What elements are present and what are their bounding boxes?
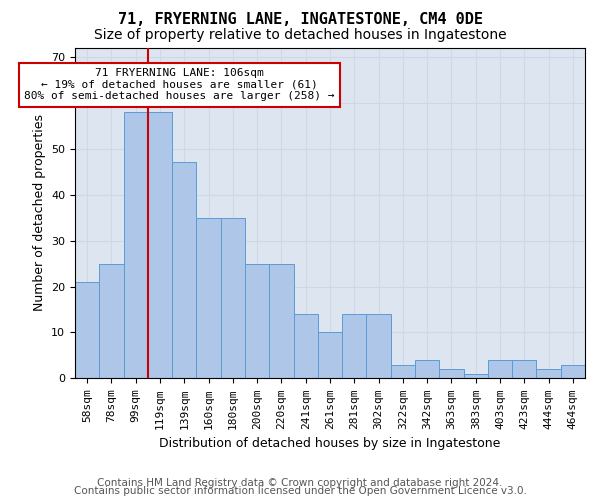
Bar: [561, 364, 585, 378]
Bar: [269, 264, 293, 378]
Bar: [148, 112, 172, 378]
Bar: [367, 314, 391, 378]
Bar: [464, 374, 488, 378]
X-axis label: Distribution of detached houses by size in Ingatestone: Distribution of detached houses by size …: [160, 437, 501, 450]
Bar: [536, 370, 561, 378]
Bar: [196, 218, 221, 378]
Bar: [439, 370, 464, 378]
Text: 71, FRYERNING LANE, INGATESTONE, CM4 0DE: 71, FRYERNING LANE, INGATESTONE, CM4 0DE: [118, 12, 482, 28]
Text: Contains HM Land Registry data © Crown copyright and database right 2024.: Contains HM Land Registry data © Crown c…: [97, 478, 503, 488]
Bar: [221, 218, 245, 378]
Y-axis label: Number of detached properties: Number of detached properties: [32, 114, 46, 312]
Bar: [172, 162, 196, 378]
Bar: [100, 264, 124, 378]
Bar: [391, 364, 415, 378]
Text: Size of property relative to detached houses in Ingatestone: Size of property relative to detached ho…: [94, 28, 506, 42]
Bar: [318, 332, 342, 378]
Text: 71 FRYERNING LANE: 106sqm
← 19% of detached houses are smaller (61)
80% of semi-: 71 FRYERNING LANE: 106sqm ← 19% of detac…: [24, 68, 335, 102]
Bar: [75, 282, 100, 378]
Bar: [342, 314, 367, 378]
Bar: [245, 264, 269, 378]
Text: Contains public sector information licensed under the Open Government Licence v3: Contains public sector information licen…: [74, 486, 526, 496]
Bar: [293, 314, 318, 378]
Bar: [415, 360, 439, 378]
Bar: [124, 112, 148, 378]
Bar: [488, 360, 512, 378]
Bar: [512, 360, 536, 378]
